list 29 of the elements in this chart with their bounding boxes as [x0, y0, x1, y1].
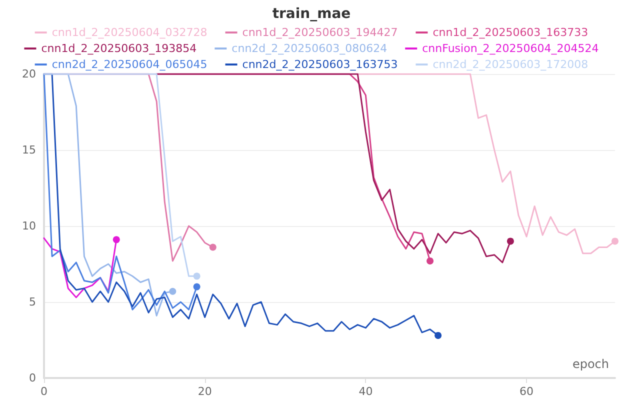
point	[506, 238, 514, 245]
legend-label: cnn2d_2_20250603_080624	[232, 42, 388, 55]
y-tick-label: 10	[22, 220, 36, 232]
point	[193, 272, 200, 280]
x-tick-label: 20	[198, 385, 212, 398]
point	[193, 283, 200, 290]
legend-label: cnn2d_2_20250603_172008	[432, 58, 588, 71]
point	[434, 332, 442, 339]
y-tick-label: 15	[22, 144, 36, 156]
legend-label: cnn2d_2_20250603_163753	[242, 58, 398, 71]
point	[612, 238, 618, 245]
legend-label: cnn1d_2_20250603_163733	[432, 26, 588, 39]
legend-label: cnn2d_2_20250604_065045	[52, 58, 208, 71]
x-tick-label: 0	[40, 385, 48, 398]
legend-label: cnn1d_2_20250603_193854	[41, 42, 197, 55]
x-axis-title: epoch	[572, 357, 609, 371]
legend-label: cnnFusion_2_20250604_204524	[422, 42, 599, 55]
y-tick-label: 0	[29, 372, 36, 384]
legend-label: cnn1d_2_20250603_194427	[242, 26, 398, 39]
point	[209, 244, 216, 251]
chart-title: train_mae	[272, 6, 351, 22]
x-tick-label: 60	[520, 385, 534, 398]
legend-label: cnn1d_2_20250604_032728	[52, 26, 208, 39]
y-tick-label: 20	[22, 68, 36, 80]
x-tick-label: 40	[358, 385, 373, 398]
point	[426, 257, 434, 264]
y-tick-label: 5	[29, 296, 36, 308]
point	[169, 288, 176, 295]
point	[112, 236, 120, 244]
